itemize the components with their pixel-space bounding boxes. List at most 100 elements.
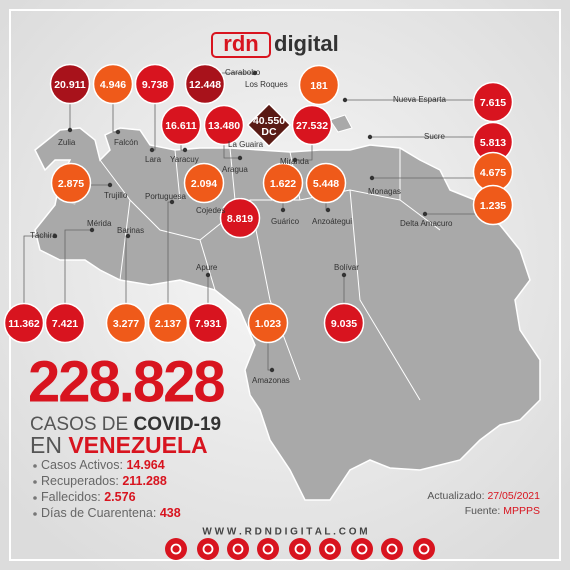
value-text: 1.622 — [270, 178, 296, 190]
leader-dot — [280, 207, 286, 213]
stat-line: Casos Activos: 14.964 — [41, 458, 165, 472]
social-circle[interactable] — [319, 538, 341, 560]
leader-dot — [205, 272, 211, 278]
value-circle — [219, 197, 261, 239]
logo-right: digital — [274, 31, 339, 56]
state-label: Delta Amacuro — [400, 219, 453, 228]
social-button[interactable] — [289, 538, 311, 560]
social-button[interactable] — [413, 538, 435, 560]
social-glyph[interactable] — [418, 543, 430, 555]
value-circle — [183, 162, 225, 204]
leader-dot — [341, 272, 347, 278]
social-glyph[interactable] — [202, 543, 214, 555]
updated: Actualizado: 27/05/2021 — [427, 490, 540, 502]
leader-dot — [237, 155, 243, 161]
value-text: 16.611 — [165, 120, 197, 132]
state-label: Guárico — [271, 217, 300, 226]
social-circle[interactable] — [351, 538, 373, 560]
social-glyph[interactable] — [386, 543, 398, 555]
headline-2: EN VENEZUELA — [30, 432, 208, 458]
social-circle[interactable] — [289, 538, 311, 560]
social-button[interactable] — [319, 538, 341, 560]
stat-line: Recuperados: 211.288 — [41, 474, 167, 488]
social-icons — [165, 538, 435, 560]
value-circle — [203, 104, 245, 146]
leader-dot — [182, 147, 188, 153]
value-circle — [262, 162, 304, 204]
social-circle[interactable] — [381, 538, 403, 560]
frame — [9, 9, 561, 561]
state-label: Anzoátegui — [312, 217, 352, 226]
leader-dot — [67, 127, 73, 133]
social-glyph[interactable] — [170, 543, 182, 555]
leader-dot — [252, 70, 258, 76]
value-text: 7.615 — [480, 97, 506, 109]
social-glyph[interactable] — [324, 543, 336, 555]
social-glyph[interactable] — [262, 543, 274, 555]
state-label: Miranda — [280, 157, 309, 166]
value-text: 181 — [310, 80, 328, 92]
leader-dot — [115, 129, 121, 135]
state-label: Bolívar — [334, 263, 359, 272]
value-circle — [472, 184, 514, 226]
leader-dot — [149, 147, 155, 153]
state-label: Barinas — [117, 226, 144, 235]
stat-label: Fallecidos: — [41, 490, 104, 504]
stat-line: Días de Cuarentena: 438 — [41, 506, 181, 520]
social-button[interactable] — [227, 538, 249, 560]
value-circle — [49, 63, 91, 105]
social-glyph[interactable] — [356, 543, 368, 555]
island — [329, 114, 353, 133]
social-glyph[interactable] — [294, 543, 306, 555]
social-button[interactable] — [165, 538, 187, 560]
leader-dot — [422, 211, 428, 217]
social-circle[interactable] — [227, 538, 249, 560]
state-label: Zulia — [58, 138, 76, 147]
logo-left: rdn — [223, 31, 258, 56]
stats: Casos Activos: 14.964 Recuperados: 211.28… — [33, 458, 181, 520]
markers: 20.911 4.946 9.738 12.448 181 16.611 13.480 27.… — [3, 63, 514, 344]
bullet — [33, 480, 37, 484]
value-circle — [187, 302, 229, 344]
state-label: Aragua — [222, 165, 248, 174]
state-label: Trujillo — [104, 191, 128, 200]
social-circle[interactable] — [413, 538, 435, 560]
state-label: Apure — [196, 263, 218, 272]
website: W W W . R D N D I G I T A L . C O M — [202, 527, 367, 538]
social-button[interactable] — [197, 538, 219, 560]
value-text: 7.421 — [52, 318, 78, 330]
value-circle — [105, 302, 147, 344]
social-button[interactable] — [381, 538, 403, 560]
social-button[interactable] — [351, 538, 373, 560]
value-text: 11.362 — [8, 318, 40, 330]
capital-diamond — [246, 102, 292, 148]
stat-value: 438 — [160, 506, 181, 520]
state-label: Falcón — [114, 138, 138, 147]
leader-dot — [369, 175, 375, 181]
leader-dot — [89, 227, 95, 233]
social-circle[interactable] — [257, 538, 279, 560]
capital-marker: 40.550 DC — [246, 102, 292, 148]
value-text: 1.023 — [255, 318, 281, 330]
leader-line — [23, 235, 55, 323]
social-circle[interactable] — [197, 538, 219, 560]
leader-dot — [342, 97, 348, 103]
leader-dot — [169, 199, 175, 205]
state-label: Nueva Esparta — [393, 95, 446, 104]
social-glyph[interactable] — [232, 543, 244, 555]
state-label: Portuguesa — [145, 192, 186, 201]
value-circle — [50, 162, 92, 204]
state-borders — [99, 147, 441, 401]
social-circle[interactable] — [165, 538, 187, 560]
value-circle — [298, 64, 340, 106]
social-button[interactable] — [257, 538, 279, 560]
state-label: Monagas — [368, 187, 401, 196]
source: Fuente: MPPPS — [465, 505, 540, 517]
value-text: 1.235 — [480, 200, 506, 212]
value-circle — [323, 302, 365, 344]
updated-label: Actualizado: — [427, 490, 487, 502]
leader-dot — [125, 233, 131, 239]
source-label: Fuente: — [465, 505, 504, 517]
value-text: 7.931 — [195, 318, 221, 330]
total-cases: 228.828 — [28, 349, 224, 414]
